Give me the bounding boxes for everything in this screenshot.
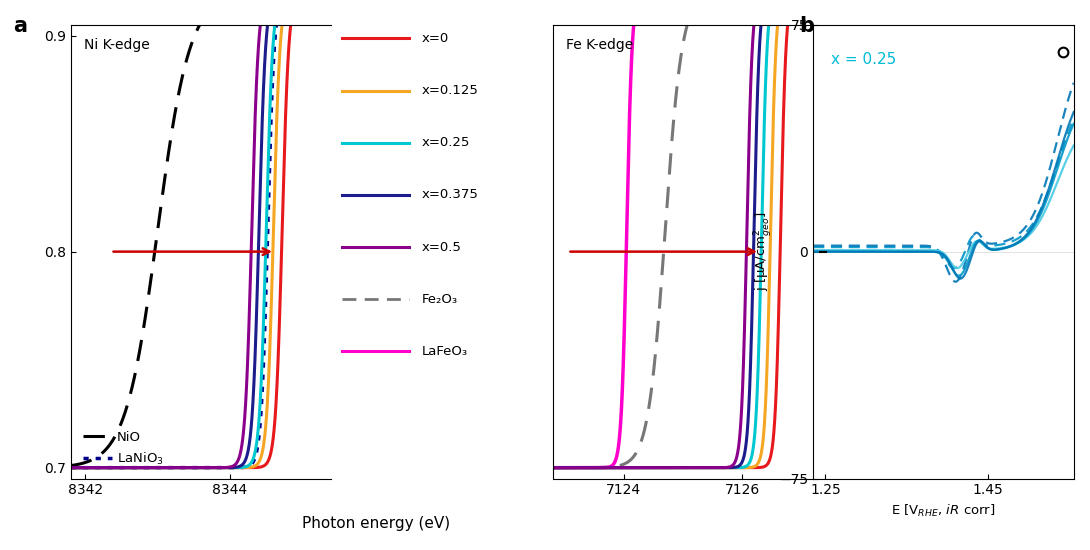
Text: Fe K-edge: Fe K-edge (566, 39, 633, 52)
Text: x=0.25: x=0.25 (422, 136, 471, 149)
Text: Photon energy (eV): Photon energy (eV) (302, 516, 450, 531)
Text: Ni K-edge: Ni K-edge (84, 39, 149, 52)
Text: x=0: x=0 (422, 32, 449, 45)
X-axis label: E [V$_{RHE}$, $iR$ corr]: E [V$_{RHE}$, $iR$ corr] (892, 503, 995, 519)
Text: LaFeO₃: LaFeO₃ (422, 345, 469, 358)
Y-axis label: j [μA/cm$^2_{geo}$]: j [μA/cm$^2_{geo}$] (752, 212, 774, 292)
Legend: NiO, LaNiO$_3$: NiO, LaNiO$_3$ (77, 426, 169, 472)
Text: x = 0.25: x = 0.25 (832, 52, 897, 67)
Text: a: a (13, 16, 27, 36)
Text: b: b (799, 16, 814, 36)
Text: Fe₂O₃: Fe₂O₃ (422, 293, 458, 306)
Text: x=0.375: x=0.375 (422, 189, 479, 201)
Text: x=0.5: x=0.5 (422, 240, 462, 254)
Text: x=0.125: x=0.125 (422, 84, 479, 97)
